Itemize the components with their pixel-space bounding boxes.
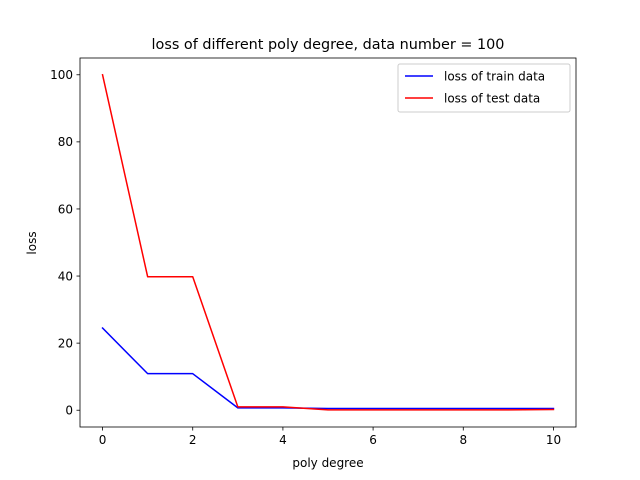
y-axis-label: loss [25, 231, 39, 254]
legend-entry-label: loss of test data [444, 91, 540, 105]
x-tick-label: 0 [99, 433, 107, 447]
x-tick-label: 6 [369, 433, 377, 447]
series-lines [101, 73, 555, 411]
y-tick-label: 80 [58, 135, 73, 149]
x-tick-label: 10 [546, 433, 561, 447]
y-tick-label: 100 [50, 68, 73, 82]
y-tick-label: 60 [58, 202, 73, 216]
x-axis-label: poly degree [292, 456, 363, 470]
legend-box [397, 63, 571, 113]
x-tick-label: 8 [459, 433, 467, 447]
y-tick-label: 0 [65, 404, 73, 418]
y-tick-label: 20 [58, 336, 73, 350]
series-line-train [101, 326, 555, 410]
y-tick-label: 40 [58, 269, 73, 283]
x-tick-label: 2 [189, 433, 197, 447]
chart-title: loss of different poly degree, data numb… [152, 37, 505, 53]
legend-entry-label: loss of train data [444, 69, 545, 83]
legend: loss of train data loss of test data [397, 63, 571, 113]
y-axis-ticks: 0 20 40 60 80 100 [50, 68, 80, 418]
series-line-test [101, 73, 555, 411]
x-axis-ticks: 0 2 4 6 8 10 [99, 427, 561, 447]
plot-area-frame [79, 57, 577, 428]
x-tick-label: 4 [279, 433, 287, 447]
